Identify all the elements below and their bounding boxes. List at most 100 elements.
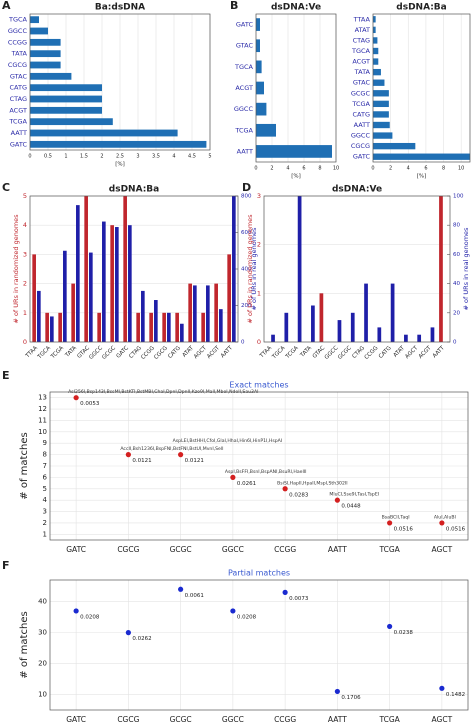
- bar: [373, 121, 390, 129]
- x-tick-label: TCGA: [378, 715, 400, 724]
- x-tick-label: GATC: [115, 345, 130, 360]
- x-tick-label: 6: [424, 166, 427, 172]
- y-tick-label: 10: [38, 691, 47, 699]
- bar: [30, 118, 113, 126]
- enzyme-label: AccII,Bsh1236I,BspFNI,BstFNI,BstUI,MvnI,…: [120, 446, 223, 452]
- x-axis-label: [%]: [115, 162, 125, 168]
- point: [73, 395, 79, 401]
- point: [439, 685, 445, 691]
- x-tick-label: AATT: [432, 345, 447, 360]
- x-tick-label: TATA: [64, 345, 78, 359]
- bar: [373, 153, 470, 160]
- point-label: 0.0261: [237, 481, 256, 487]
- y-tick-label: ATAT: [355, 26, 370, 34]
- bar: [439, 196, 443, 342]
- x-axis-label: [%]: [417, 174, 427, 180]
- y-tick-label: 13: [38, 394, 47, 402]
- bar: [30, 106, 102, 114]
- bar: [136, 312, 140, 342]
- plot-frame: [255, 13, 337, 163]
- y2-tick-label: 100: [453, 194, 464, 200]
- bar: [193, 285, 197, 342]
- y-tick-label: CGCG: [8, 61, 27, 69]
- panel-letter: B: [230, 0, 238, 12]
- x-tick-label: 2: [270, 166, 273, 172]
- x-tick-label: GATC: [66, 545, 86, 554]
- bar: [37, 290, 41, 342]
- y2-tick-label: 0: [241, 340, 245, 346]
- enzyme-label: BsiSI,HapII,HpaII,MspI,Sth302II: [277, 480, 347, 486]
- bar: [30, 50, 61, 58]
- bar: [227, 254, 231, 342]
- panel-letter: E: [2, 369, 10, 382]
- y2-tick-label: 0: [453, 340, 457, 346]
- x-tick-label: GCGC: [170, 545, 192, 554]
- panel-letter: F: [2, 559, 10, 572]
- y2-tick-label: 200: [241, 303, 252, 309]
- y-tick-label: 1: [43, 530, 47, 538]
- x-tick-label: 1: [64, 154, 67, 160]
- y-tick-label: 11: [38, 416, 47, 424]
- enzyme-label: AspI,BsFFI,BsnI,BspANI,BsuRI,HaeIII: [225, 469, 307, 475]
- point: [230, 608, 236, 614]
- y-tick-label: TGCA: [234, 63, 254, 71]
- bar: [45, 312, 49, 342]
- y-tick-label: 30: [38, 629, 47, 637]
- y-tick-label: CATG: [353, 110, 371, 118]
- x-tick-label: 4: [172, 154, 175, 160]
- x-tick-label: TGCA: [36, 345, 52, 361]
- panel-letter: D: [242, 181, 251, 194]
- bar: [162, 312, 166, 342]
- point: [439, 520, 445, 526]
- bar: [271, 334, 275, 342]
- x-tick-label: AATT: [328, 715, 347, 724]
- bar: [256, 145, 332, 158]
- bar: [63, 250, 67, 342]
- x-tick-label: GCGC: [170, 715, 192, 724]
- x-tick-label: CGCG: [117, 545, 139, 554]
- x-tick-label: 1.5: [80, 154, 88, 160]
- x-tick-label: 6: [302, 166, 305, 172]
- chart-title: Ba:dsDNA: [95, 3, 145, 13]
- y-tick-label: TCGA: [351, 100, 370, 108]
- x-tick-label: AGCT: [432, 715, 453, 724]
- x-tick-label: TCGA: [49, 345, 65, 361]
- bar: [373, 47, 379, 55]
- y-tick-label: 7: [43, 462, 47, 470]
- bar: [50, 316, 54, 342]
- y2-tick-label: 60: [453, 252, 460, 258]
- y-tick-label: GCGC: [351, 89, 371, 97]
- bar: [30, 38, 61, 46]
- y-tick-label: 5: [43, 485, 47, 493]
- bar: [373, 26, 376, 34]
- x-tick-label: 2.5: [116, 154, 124, 160]
- plot-frame: [49, 579, 469, 711]
- bar: [180, 323, 184, 342]
- y2-tick-label: 600: [241, 230, 252, 236]
- y-tick-label: 0: [257, 338, 261, 346]
- bar: [115, 227, 119, 342]
- x-tick-label: CATG: [378, 345, 393, 360]
- y-tick-label: GATC: [353, 153, 371, 161]
- y-tick-label: 2: [257, 241, 261, 249]
- x-tick-label: GGCC: [222, 715, 244, 724]
- point-label: 0.0238: [394, 630, 414, 636]
- x-tick-label: TGCA: [271, 345, 287, 361]
- y-tick-label: TCGA: [234, 126, 253, 134]
- point: [178, 452, 184, 458]
- bar: [337, 320, 342, 342]
- x-tick-label: AGCT: [432, 545, 453, 554]
- point-label: 0.0073: [289, 596, 309, 602]
- bar: [154, 300, 158, 342]
- x-tick-label: GGCC: [324, 345, 340, 361]
- bar: [373, 142, 416, 150]
- y-axis-label: # of matches: [19, 432, 30, 499]
- point-label: 0.0283: [289, 492, 309, 498]
- bar: [373, 37, 378, 44]
- point-label: 0.0516: [446, 526, 466, 532]
- point-label: 0.0061: [185, 593, 204, 599]
- x-tick-label: 10: [333, 166, 339, 172]
- y2-tick-label: 20: [453, 310, 460, 316]
- plot-frame: [29, 195, 239, 343]
